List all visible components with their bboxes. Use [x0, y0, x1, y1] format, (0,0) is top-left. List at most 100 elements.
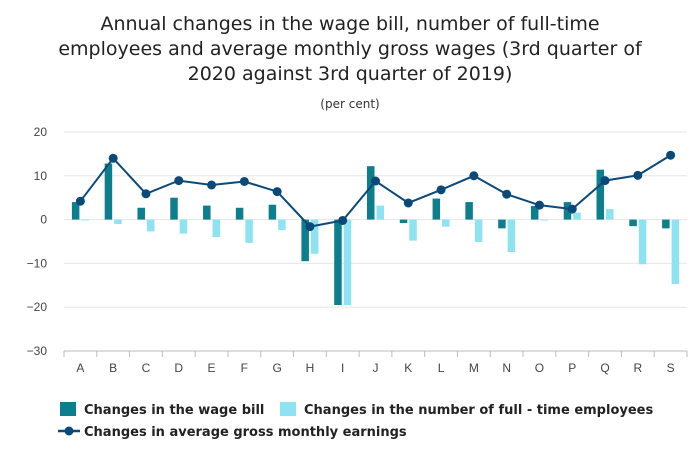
bar-wage-bill [465, 202, 473, 220]
chart-title: Annual changes in the wage bill, number … [58, 13, 643, 85]
bar-wage-bill [530, 206, 539, 220]
bar-wage-bill [268, 204, 277, 220]
bar-employees [81, 219, 89, 221]
legend-swatch-wage-bill [60, 402, 76, 416]
y-tick-label: −10 [27, 256, 48, 270]
bar-employees [573, 212, 581, 220]
legend-swatch-employees [280, 402, 296, 416]
bar-wage-bill [71, 202, 80, 220]
bar-wage-bill [596, 169, 605, 220]
earnings-point [633, 170, 643, 180]
earnings-point [502, 189, 512, 199]
y-tick-label: 0 [40, 213, 47, 227]
x-tick-label: R [633, 361, 642, 375]
earnings-point [207, 180, 217, 190]
earnings-point [108, 153, 118, 163]
x-tick-label: S [667, 361, 675, 375]
x-tick-label: D [174, 361, 183, 375]
bar-employees [278, 219, 286, 231]
earnings-point [371, 176, 380, 186]
earnings-point [305, 222, 315, 232]
bar-employees [409, 219, 417, 241]
bar-employees [638, 219, 647, 265]
bar-wage-bill [367, 166, 375, 220]
bar-employees [540, 219, 548, 221]
y-axis: 20 10 0 −10 −20 −30 [27, 125, 48, 358]
bar-wage-bill [104, 163, 113, 220]
legend-marker-earnings [64, 426, 74, 436]
y-tick-label: 20 [34, 125, 48, 139]
bar-employees [310, 219, 319, 254]
x-tick-label: F [241, 361, 248, 375]
bar-employees [442, 219, 450, 227]
x-tick-label: N [502, 361, 511, 375]
legend: Changes in the wage bill Changes in the … [58, 402, 653, 440]
bar-wage-bill [629, 219, 637, 227]
x-tick-label: C [142, 361, 151, 375]
bar-employees [245, 219, 253, 243]
bar-employees [179, 219, 188, 234]
bar-wage-bill [662, 219, 670, 229]
bar-employees [146, 219, 155, 232]
earnings-line-path [79, 154, 672, 228]
x-tick-label: J [373, 361, 379, 375]
bar-wage-bill [301, 219, 309, 262]
bar-employees [507, 219, 516, 253]
bar-wage-bill [137, 207, 145, 220]
earnings-point [534, 200, 544, 210]
earnings-point [469, 171, 479, 181]
bar-wage-bill [399, 219, 408, 224]
bar-wage-bill [498, 219, 506, 229]
earnings-point [75, 196, 85, 206]
legend-label-wage-bill: Changes in the wage bill [84, 403, 264, 418]
bar-wage-bill [563, 202, 572, 220]
bar-wage-bill [203, 205, 211, 220]
bar-employees [671, 219, 680, 284]
gridlines [64, 131, 687, 352]
title-line-1: Annual changes in the wage bill, number … [100, 13, 599, 35]
earnings-point [436, 185, 446, 195]
title-line-2: employees and average monthly gross wage… [58, 38, 643, 60]
earnings-point [666, 150, 676, 160]
bar-employees [474, 219, 483, 242]
bar-wage-bill [334, 219, 342, 306]
earnings-point [239, 176, 249, 186]
bar-wage-bill [432, 198, 441, 220]
bar-employees [376, 205, 384, 220]
bar-wage-bill [235, 207, 244, 220]
x-axis: A B C D E F G H I J K L M N O P Q R S [63, 350, 688, 375]
bar-employees [606, 209, 614, 220]
bar-wage-bill [170, 197, 178, 220]
earnings-point [272, 187, 282, 197]
bar-employees [343, 219, 352, 306]
legend-label-earnings: Changes in average gross monthly earning… [84, 425, 407, 440]
x-tick-label: G [272, 361, 281, 375]
x-tick-label: Q [600, 361, 609, 375]
x-tick-label: L [438, 361, 445, 375]
title-line-3: 2020 against 3rd quarter of 2019) [188, 63, 513, 85]
x-tick-label: A [76, 361, 84, 375]
earnings-point [338, 215, 348, 225]
x-tick-label: K [404, 361, 412, 375]
x-tick-label: B [109, 361, 117, 375]
y-tick-label: 10 [34, 169, 48, 183]
x-tick-label: M [469, 361, 479, 375]
x-tick-label: I [341, 361, 344, 375]
bar-employees [114, 219, 122, 224]
earnings-point [567, 204, 577, 214]
chart-subtitle: (per cent) [320, 97, 379, 111]
earnings-point [141, 189, 151, 199]
x-tick-label: O [535, 361, 544, 375]
earnings-point [600, 176, 610, 186]
earnings-point [174, 176, 184, 186]
x-tick-label: H [306, 361, 315, 375]
x-tick-label: P [568, 361, 576, 375]
bars [71, 163, 680, 306]
y-tick-label: −20 [27, 300, 48, 314]
earnings-line [75, 150, 676, 232]
earnings-point [403, 198, 413, 208]
x-tick-label: E [208, 361, 216, 375]
legend-label-employees: Changes in the number of full - time emp… [304, 403, 653, 418]
y-tick-label: −30 [27, 344, 48, 358]
